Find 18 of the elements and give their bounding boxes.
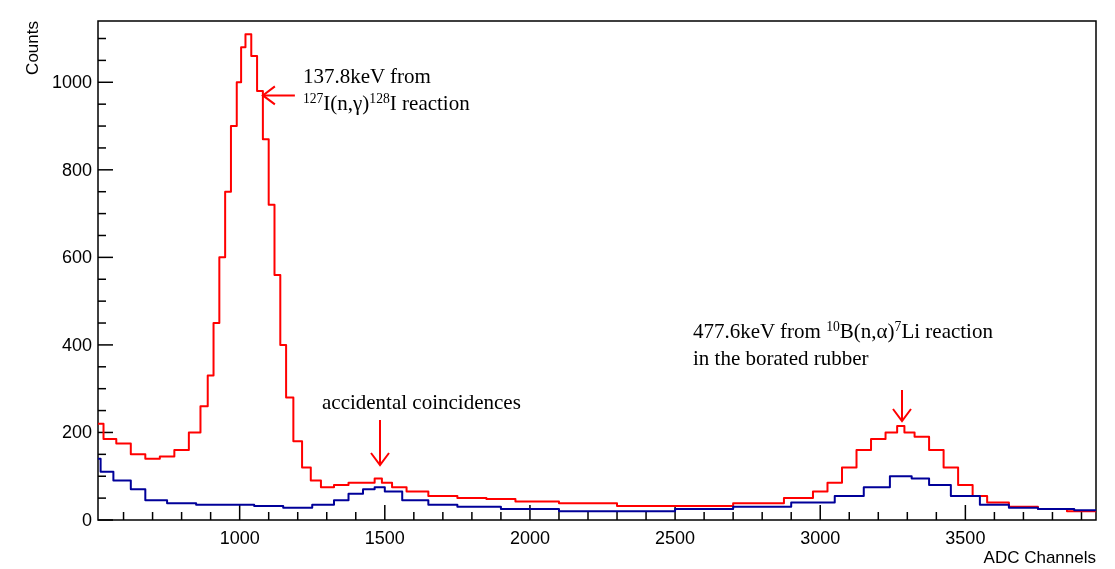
annotation: 137.8keV from $^{127}$I(n,γ)$^{128}$I reaction	[302, 64, 471, 116]
y-tick-label: 800	[61, 159, 92, 180]
annotation: 477.6keV from $^{10}$B(n,α)$^{7}$Li reaction	[693, 318, 994, 343]
y-tick-label: 200	[61, 422, 92, 443]
x-axis-title: ADC Channels	[983, 548, 1096, 567]
x-tick-label: 2000	[509, 528, 550, 548]
x-tick-label: 1500	[364, 528, 405, 548]
x-tick-label: 2500	[655, 528, 696, 548]
annotation: in the borated rubber	[693, 346, 869, 370]
annotation: accidental coincidences	[322, 390, 521, 414]
y-tick-label: 0	[81, 510, 92, 530]
y-tick-label: 400	[61, 334, 92, 355]
x-tick-label: 3000	[800, 528, 841, 548]
y-tick-label: 1000	[51, 72, 92, 93]
x-tick-label: 3500	[945, 528, 986, 548]
x-tick-label: 1000	[219, 528, 260, 548]
y-tick-label: 600	[61, 247, 92, 268]
y-axis-title: Counts	[23, 21, 42, 75]
